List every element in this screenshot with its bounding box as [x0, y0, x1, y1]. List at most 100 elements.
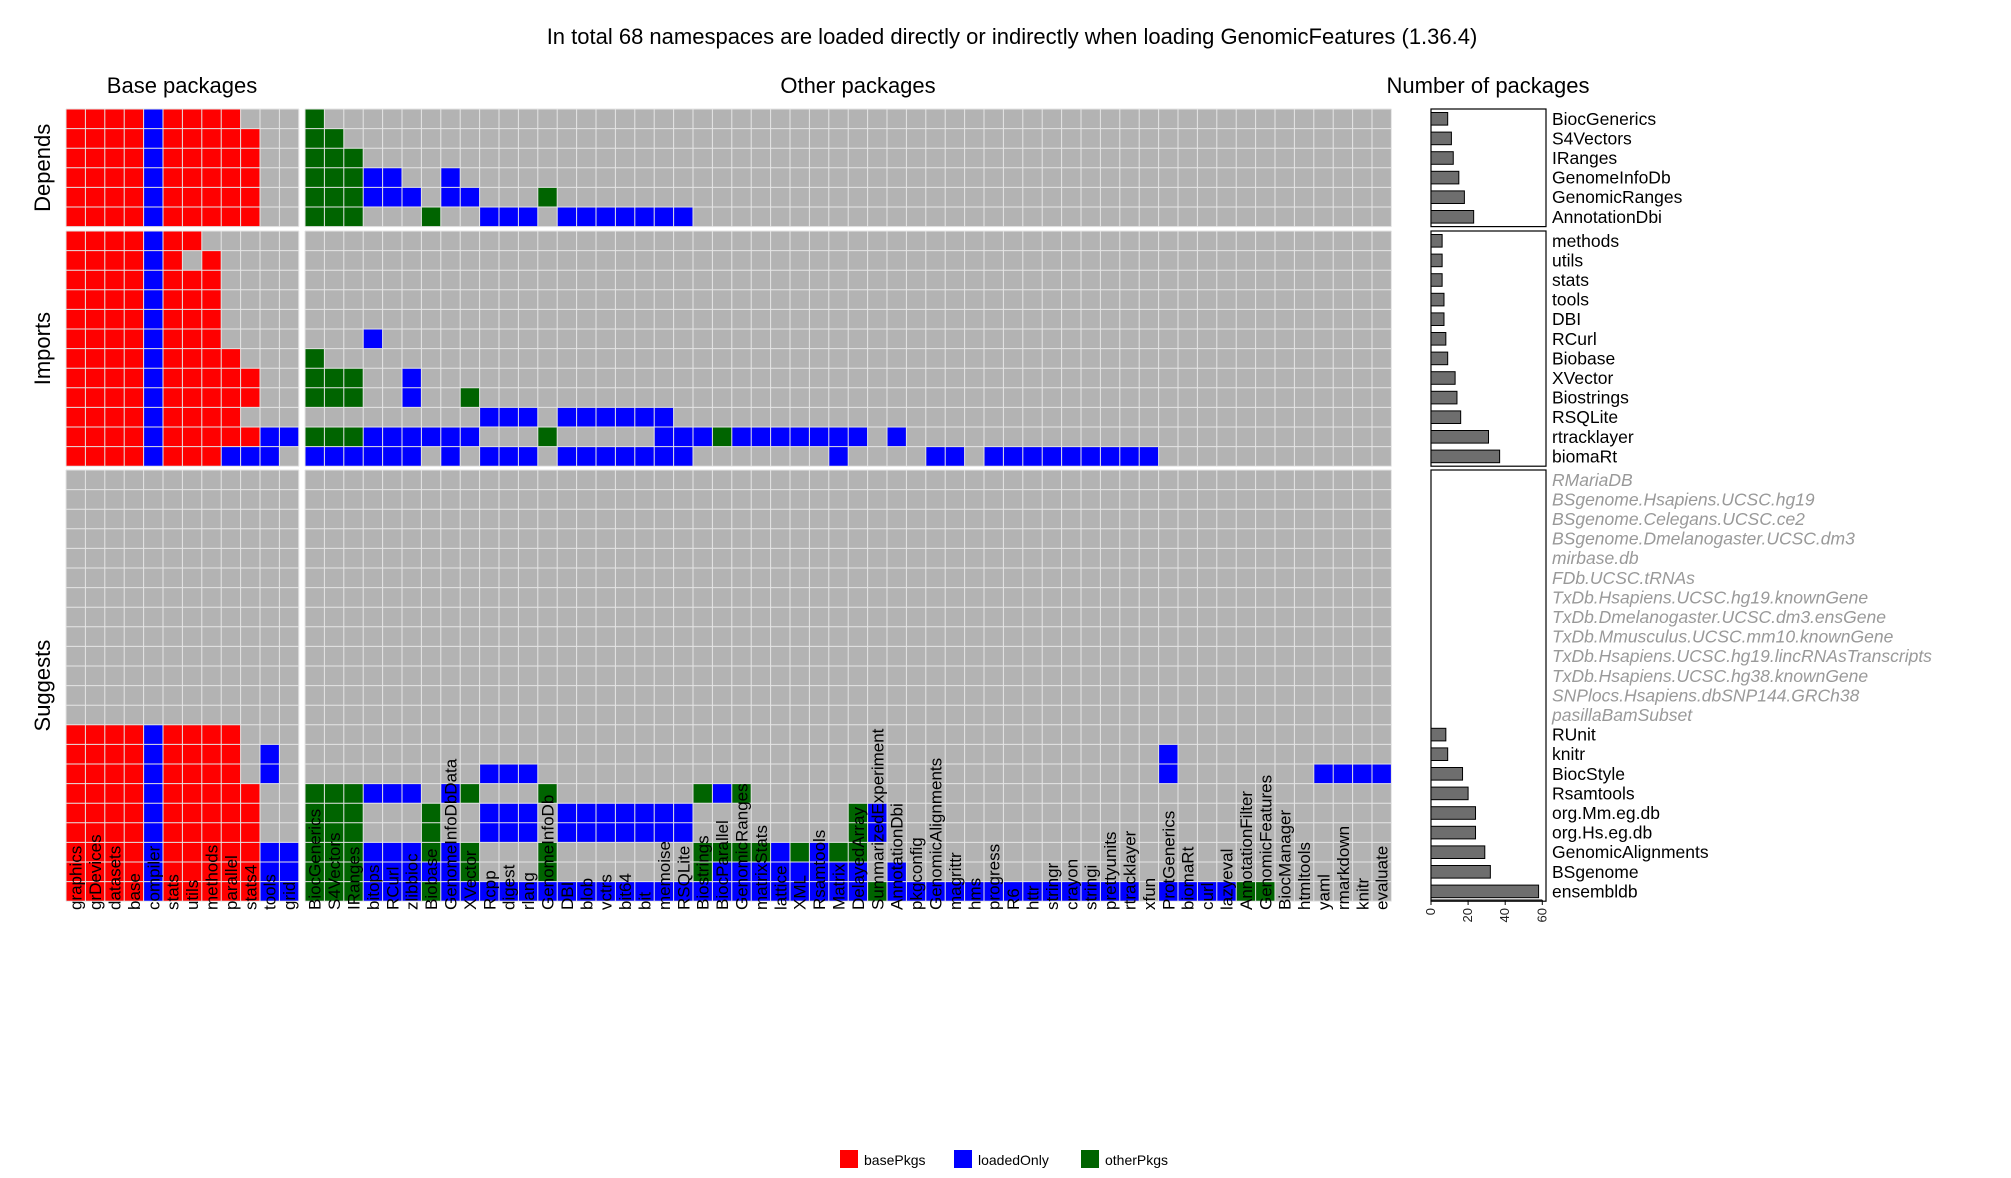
cell-GenomicRanges-graphics	[66, 187, 86, 207]
column-label-curl: curl	[1198, 883, 1217, 910]
cell-biomaRt-rtracklayer	[1119, 446, 1140, 467]
cell-ensembldb-lazyeval	[1216, 881, 1237, 902]
cell-DBI-base	[124, 309, 144, 329]
cell-GenomicAlignments-XML	[790, 842, 810, 862]
row-label-mirbase.db: mirbase.db	[1552, 548, 1639, 568]
cell-org.Mm.eg.db-S4Vectors	[324, 803, 344, 823]
column-label-httr: httr	[1024, 885, 1043, 910]
cell-Rsamtools-zlibbioc	[402, 783, 422, 804]
column-label-evaluate: evaluate	[1373, 846, 1392, 910]
column-label-RCurl: RCurl	[383, 867, 402, 910]
row-label-pasillaBamSubset: pasillaBamSubset	[1551, 705, 1693, 725]
cell-methods-compiler	[143, 231, 163, 251]
cell-org.Mm.eg.db-BiocGenerics	[305, 803, 325, 823]
cell-biomaRt-compiler	[143, 446, 163, 467]
cell-org.Mm.eg.db-parallel	[221, 803, 241, 823]
cell-GenomicAlignments-base	[124, 842, 144, 862]
bar-AnnotationDbi	[1430, 210, 1475, 224]
cell-rtracklayer-utils	[182, 427, 202, 447]
row-label-ensembldb: ensembldb	[1552, 881, 1638, 901]
cell-ensembldb-progress	[984, 881, 1004, 902]
legend-swatch-loadedOnly	[954, 1150, 972, 1168]
column-label-GenomicRanges: GenomicRanges	[733, 783, 752, 910]
cell-DBI-graphics	[66, 309, 86, 329]
cell-BSgenome-GenomeInfoDbData	[440, 862, 461, 882]
cell-XVector-compiler	[143, 368, 163, 388]
cell-org.Hs.eg.db-grDevices	[85, 822, 105, 843]
column-label-GenomeInfoDb: GenomeInfoDb	[539, 795, 558, 910]
cell-rtracklayer-GenomicRanges	[731, 427, 752, 447]
cell-GenomicAlignments-stats	[163, 842, 183, 862]
cell-ensembldb-utils	[182, 881, 202, 902]
cell-org.Mm.eg.db-methods	[201, 803, 222, 823]
cell-ensembldb-Biobase	[421, 881, 441, 902]
cell-biomaRt-digest	[499, 446, 519, 467]
cell-ensembldb-DBI	[557, 881, 577, 902]
column-label-datasets: datasets	[106, 846, 125, 910]
cell-AnnotationDbi-grDevices	[85, 207, 105, 227]
column-label-IRanges: IRanges	[345, 847, 364, 910]
cell-utils-graphics	[66, 250, 86, 271]
row-label-tools: tools	[1552, 290, 1589, 310]
bar-utils	[1430, 253, 1443, 268]
cell-RCurl-bitops	[363, 329, 383, 349]
cell-GenomicAlignments-grDevices	[85, 842, 105, 862]
cell-AnnotationDbi-rlang	[518, 207, 538, 227]
cell-org.Mm.eg.db-Rcpp	[479, 803, 499, 823]
cell-BSgenome-methods	[201, 862, 222, 882]
bar-axis-tick-label: 20	[1460, 908, 1475, 922]
cell-rtracklayer-grid	[279, 427, 299, 447]
cell-Rsamtools-GenomicRanges	[731, 783, 752, 804]
bar-biomaRt	[1430, 449, 1501, 464]
cell-BiocStyle-compiler	[143, 764, 163, 784]
cell-GenomicRanges-GenomeInfoDbData	[440, 187, 461, 207]
cell-Biobase-compiler	[143, 348, 163, 369]
column-label-GenomicAlignments: GenomicAlignments	[927, 758, 946, 910]
panel-title-base: Base packages	[107, 73, 257, 98]
cell-S4Vectors-grDevices	[85, 128, 105, 149]
cell-BiocStyle-methods	[201, 764, 222, 784]
column-label-parallel: parallel	[222, 855, 241, 910]
cell-AnnotationDbi-methods	[201, 207, 222, 227]
cell-GenomeInfoDb-RCurl	[382, 167, 402, 188]
cell-biomaRt-methods	[201, 446, 222, 467]
cell-IRanges-IRanges	[343, 148, 364, 168]
cell-rtracklayer-XML	[790, 427, 810, 447]
cell-Biobase-BiocGenerics	[305, 348, 325, 369]
cell-GenomicAlignments-datasets	[104, 842, 125, 862]
cell-utils-grDevices	[85, 250, 105, 271]
cell-knitr-utils	[182, 744, 202, 764]
cell-RUnit-grDevices	[85, 724, 105, 745]
cell-rtracklayer-memoise	[654, 427, 674, 447]
cell-BiocGenerics-base	[124, 109, 144, 129]
cell-ensembldb-ProtGenerics	[1158, 881, 1178, 902]
cell-stats-compiler	[143, 270, 163, 290]
cell-BSgenome-datasets	[104, 862, 125, 882]
cell-IRanges-grDevices	[85, 148, 105, 168]
cell-RCurl-grDevices	[85, 329, 105, 349]
cell-biomaRt-R6	[1003, 446, 1023, 467]
cell-GenomicAlignments-methods	[201, 842, 222, 862]
column-label-prettyunits: prettyunits	[1101, 832, 1120, 910]
cell-biomaRt-DBI	[557, 446, 577, 467]
cell-BSgenome-Matrix	[828, 862, 849, 882]
cell-Biostrings-graphics	[66, 387, 86, 408]
bar-GenomicAlignments	[1430, 845, 1486, 860]
cell-ensembldb-digest	[499, 881, 519, 902]
cell-S4Vectors-utils	[182, 128, 202, 149]
panel-title-count: Number of packages	[1387, 73, 1590, 98]
cell-biomaRt-GenomicAlignments	[925, 446, 946, 467]
bar-axis-tick-label: 0	[1423, 908, 1438, 915]
cell-ensembldb-rtracklayer	[1119, 881, 1140, 902]
cell-tools-compiler	[143, 289, 163, 310]
column-label-AnnotationDbi: AnnotationDbi	[888, 803, 907, 910]
cell-GenomicAlignments-Biostrings	[693, 842, 713, 862]
cell-knitr-tools	[260, 744, 280, 764]
cell-org.Hs.eg.db-BiocGenerics	[305, 822, 325, 843]
cell-GenomicAlignments-tools	[260, 842, 280, 862]
cell-BSgenome-BiocParallel	[712, 862, 732, 882]
cell-ensembldb-AnnotationDbi	[887, 881, 907, 902]
cell-GenomicAlignments-stats4	[240, 842, 260, 862]
cell-BSgenome-bitops	[363, 862, 383, 882]
cell-Biostrings-utils	[182, 387, 202, 408]
